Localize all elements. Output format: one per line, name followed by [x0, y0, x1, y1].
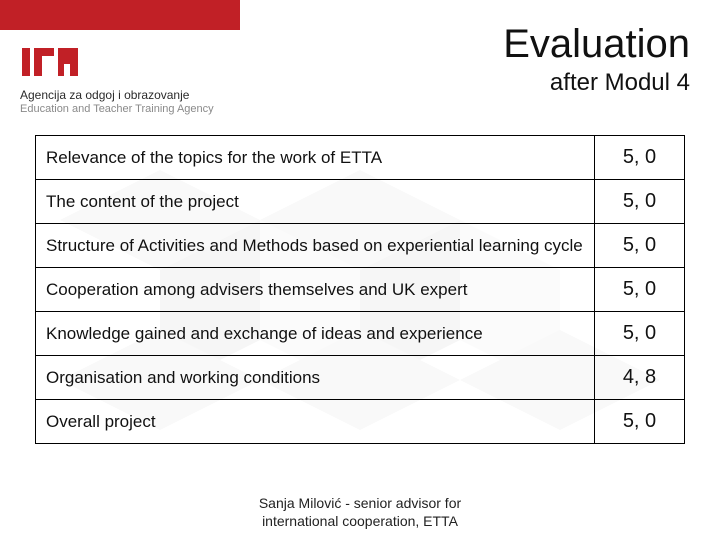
table-row: The content of the project5, 0	[36, 180, 685, 224]
table-row: Structure of Activities and Methods base…	[36, 224, 685, 268]
score-cell: 5, 0	[595, 268, 685, 312]
footer-line1: Sanja Milović - senior advisor for	[0, 494, 720, 512]
score-cell: 5, 0	[595, 312, 685, 356]
score-cell: 5, 0	[595, 224, 685, 268]
header-red-bar	[0, 0, 240, 30]
evaluation-table: Relevance of the topics for the work of …	[35, 135, 685, 444]
criterion-cell: Cooperation among advisers themselves an…	[36, 268, 595, 312]
agency-logo	[20, 42, 82, 82]
table-row: Cooperation among advisers themselves an…	[36, 268, 685, 312]
slide-title-block: Evaluation after Modul 4	[503, 22, 690, 97]
score-cell: 5, 0	[595, 136, 685, 180]
score-cell: 5, 0	[595, 180, 685, 224]
criterion-cell: Relevance of the topics for the work of …	[36, 136, 595, 180]
slide-title: Evaluation	[503, 22, 690, 67]
criterion-cell: Knowledge gained and exchange of ideas a…	[36, 312, 595, 356]
criterion-cell: Structure of Activities and Methods base…	[36, 224, 595, 268]
footer-line2: international cooperation, ETTA	[0, 512, 720, 530]
table-row: Knowledge gained and exchange of ideas a…	[36, 312, 685, 356]
slide-footer: Sanja Milović - senior advisor for inter…	[0, 494, 720, 530]
slide-subtitle: after Modul 4	[503, 69, 690, 97]
table-row: Relevance of the topics for the work of …	[36, 136, 685, 180]
agency-name-hr: Agencija za odgoj i obrazovanje	[20, 88, 214, 103]
criterion-cell: The content of the project	[36, 180, 595, 224]
table-row: Organisation and working conditions4, 8	[36, 356, 685, 400]
evaluation-table-wrap: Relevance of the topics for the work of …	[35, 135, 685, 444]
criterion-cell: Organisation and working conditions	[36, 356, 595, 400]
table-row: Overall project5, 0	[36, 400, 685, 444]
score-cell: 4, 8	[595, 356, 685, 400]
score-cell: 5, 0	[595, 400, 685, 444]
agency-name-block: Agencija za odgoj i obrazovanje Educatio…	[20, 88, 214, 117]
agency-name-en: Education and Teacher Training Agency	[20, 103, 214, 117]
criterion-cell: Overall project	[36, 400, 595, 444]
